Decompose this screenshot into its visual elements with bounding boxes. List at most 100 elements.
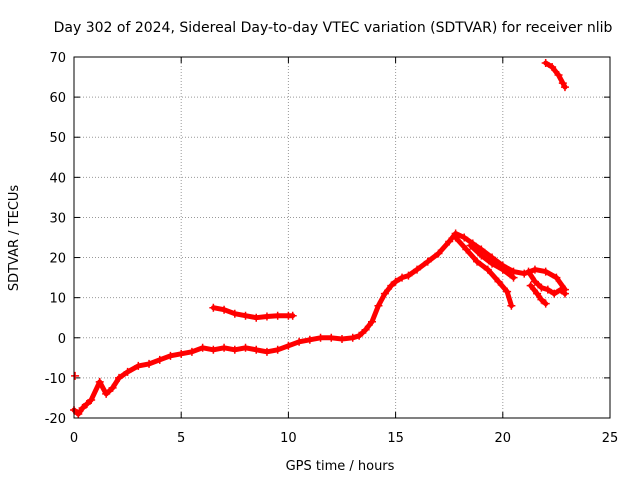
plot-frame bbox=[73, 56, 611, 419]
plus-marker bbox=[177, 349, 186, 358]
plus-marker bbox=[166, 351, 175, 360]
plus-marker bbox=[252, 313, 261, 322]
trace-outlier bbox=[71, 371, 80, 380]
y-tick-label: 0 bbox=[58, 332, 66, 347]
plus-marker bbox=[74, 409, 83, 418]
plus-marker bbox=[95, 377, 104, 386]
plus-marker bbox=[541, 59, 550, 68]
trace-segment-mid bbox=[209, 303, 297, 322]
x-tick-label: 0 bbox=[70, 431, 78, 446]
x-tick-label: 25 bbox=[602, 431, 619, 446]
x-tick-label: 15 bbox=[387, 431, 404, 446]
x-axis-label: GPS time / hours bbox=[286, 459, 395, 474]
x-tick-label: 5 bbox=[177, 431, 185, 446]
x-tick-label: 10 bbox=[280, 431, 297, 446]
plus-marker bbox=[209, 303, 218, 312]
plus-marker bbox=[361, 325, 370, 334]
y-tick-label: 10 bbox=[49, 292, 66, 307]
plus-marker bbox=[537, 295, 546, 304]
plus-marker bbox=[355, 331, 364, 340]
trace-branch-a bbox=[451, 233, 516, 310]
plus-marker bbox=[273, 311, 282, 320]
plus-marker bbox=[155, 355, 164, 364]
plus-marker bbox=[507, 301, 516, 310]
plus-marker bbox=[220, 343, 229, 352]
plus-marker bbox=[115, 373, 124, 382]
plus-marker bbox=[445, 237, 454, 246]
plus-marker bbox=[560, 83, 569, 92]
y-tick-label: -10 bbox=[45, 372, 66, 387]
y-tick-label: 30 bbox=[49, 211, 66, 226]
plus-marker bbox=[187, 347, 196, 356]
plus-marker bbox=[368, 317, 377, 326]
plus-marker bbox=[71, 371, 80, 380]
plus-marker bbox=[295, 337, 304, 346]
trace-main bbox=[70, 229, 569, 418]
trace-branch-d bbox=[526, 281, 550, 308]
x-tick-labels: 0 5 10 15 20 25 bbox=[70, 57, 618, 446]
plus-marker bbox=[230, 345, 239, 354]
plus-marker bbox=[554, 71, 563, 80]
x-tick-label: 20 bbox=[495, 431, 512, 446]
plus-marker bbox=[488, 259, 497, 268]
plus-marker bbox=[530, 265, 539, 274]
plus-marker bbox=[273, 345, 282, 354]
data-marks bbox=[70, 59, 569, 418]
plus-marker bbox=[434, 249, 443, 258]
plus-marker bbox=[387, 281, 396, 290]
y-tick-label: 20 bbox=[49, 252, 66, 267]
plus-marker bbox=[509, 273, 518, 282]
plus-marker bbox=[338, 334, 346, 343]
plus-marker bbox=[423, 257, 432, 266]
plus-marker bbox=[548, 63, 557, 72]
plus-marker bbox=[533, 289, 542, 298]
trace-segment-top bbox=[541, 59, 569, 92]
plus-marker bbox=[556, 285, 565, 294]
plus-marker bbox=[262, 312, 271, 321]
plus-marker bbox=[241, 311, 250, 320]
plus-marker bbox=[494, 277, 503, 286]
plus-marker bbox=[462, 245, 471, 254]
plus-marker bbox=[477, 251, 486, 260]
plus-marker bbox=[134, 361, 143, 370]
plus-marker bbox=[398, 273, 407, 282]
plus-marker bbox=[288, 311, 297, 320]
y-tick-label: 40 bbox=[49, 171, 66, 186]
plus-marker bbox=[78, 403, 87, 412]
plus-marker bbox=[305, 335, 314, 344]
plus-marker bbox=[87, 395, 96, 404]
plus-marker bbox=[230, 309, 239, 318]
y-tick-label: 70 bbox=[49, 51, 66, 66]
plus-marker bbox=[252, 345, 261, 354]
plus-marker bbox=[541, 267, 550, 276]
plus-marker bbox=[537, 283, 546, 292]
plus-marker bbox=[348, 333, 357, 342]
plus-marker bbox=[316, 333, 325, 342]
plus-marker bbox=[558, 79, 567, 88]
plus-marker bbox=[262, 347, 271, 356]
plus-marker bbox=[541, 299, 550, 308]
plus-marker bbox=[543, 285, 552, 294]
plus-marker bbox=[220, 305, 229, 314]
plus-marker bbox=[560, 289, 569, 298]
y-tick-label: 50 bbox=[49, 131, 66, 146]
plus-marker bbox=[473, 257, 482, 266]
plus-marker bbox=[503, 287, 512, 296]
plus-marker bbox=[552, 273, 561, 282]
plus-marker bbox=[145, 359, 154, 368]
plus-marker bbox=[466, 241, 475, 250]
plus-marker bbox=[530, 277, 539, 286]
plus-marker bbox=[550, 289, 559, 298]
plus-marker bbox=[413, 265, 422, 274]
trace-branch-c bbox=[524, 267, 569, 298]
plus-marker bbox=[209, 345, 218, 354]
y-axis-label: SDTVAR / TECUs bbox=[7, 185, 22, 292]
plus-marker bbox=[498, 265, 507, 274]
plus-marker bbox=[198, 343, 207, 352]
trace-branch-b bbox=[466, 241, 518, 282]
plus-marker bbox=[380, 289, 389, 298]
chart-title: Day 302 of 2024, Sidereal Day-to-day VTE… bbox=[54, 20, 613, 36]
plus-marker bbox=[284, 341, 293, 350]
plus-marker bbox=[241, 343, 250, 352]
